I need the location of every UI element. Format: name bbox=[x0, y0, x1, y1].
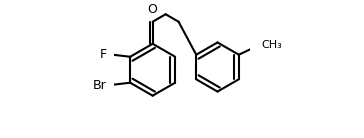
Text: O: O bbox=[148, 3, 158, 16]
Text: Br: Br bbox=[93, 79, 107, 92]
Text: CH₃: CH₃ bbox=[261, 40, 282, 50]
Text: F: F bbox=[100, 48, 107, 61]
